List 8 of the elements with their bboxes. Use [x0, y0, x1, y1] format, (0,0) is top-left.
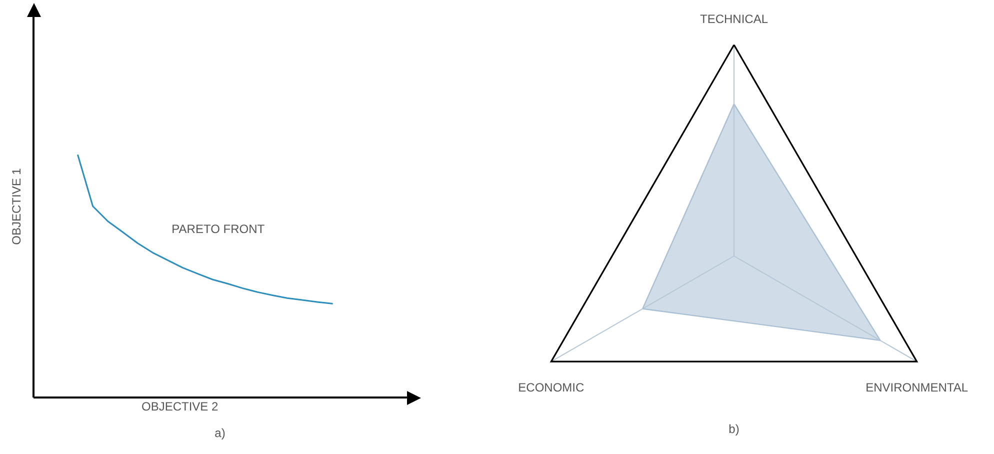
text: a)	[214, 426, 226, 440]
spoke-label: ECONOMIC	[518, 380, 585, 395]
spoke-label: ENVIRONMENTAL	[866, 380, 968, 395]
y-axis-title: OBJECTIVE 1	[10, 168, 24, 245]
x-axis-title: OBJECTIVE 2	[142, 400, 219, 414]
spoke-label: TECHNICAL	[700, 12, 768, 26]
text: b)	[728, 422, 740, 436]
annotation: PARETO FRONT	[172, 222, 266, 236]
